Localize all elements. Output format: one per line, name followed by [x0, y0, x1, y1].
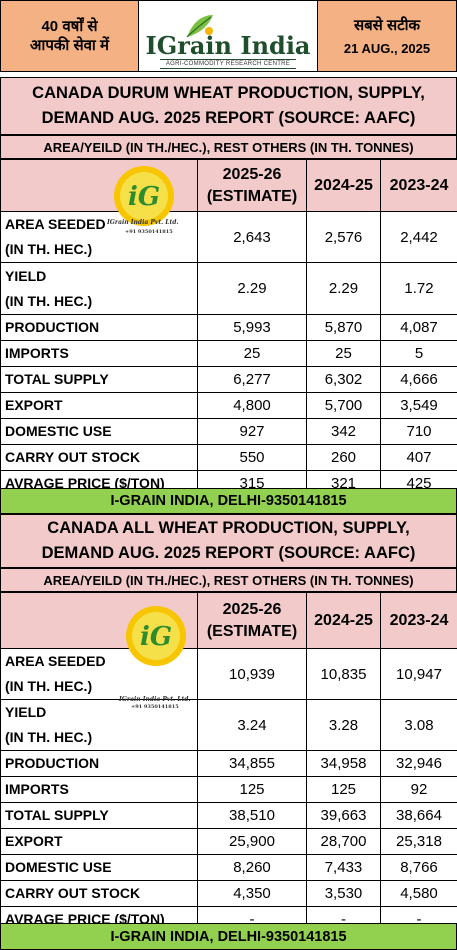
table1-logo-cell: iG: [0, 159, 198, 226]
table-row: AREA SEEDED (IN TH. HEC.) IGrain India Pv…: [0, 648, 457, 710]
badge-company-name: IGrain India Pvt. Ltd.: [119, 696, 191, 703]
table-row: CARRY OUT STOCK 4,350 3,530 4,580: [0, 880, 457, 907]
header-tagline-right: सबसे सटीक 21 AUG., 2025: [317, 0, 457, 72]
table-row: IMPORTS 25 25 5: [0, 340, 457, 367]
table2-data: iG 2025-26 (ESTIMATE) 2024-25 2023-24 ARE…: [0, 592, 457, 933]
svg-text:iG: iG: [140, 622, 172, 652]
accuracy-tag: सबसे सटीक: [353, 17, 421, 34]
table2-footer: I-GRAIN INDIA, DELHI-9350141815: [0, 923, 457, 950]
row-label: IMPORTS: [0, 340, 198, 367]
row-label: IMPORTS: [0, 776, 198, 803]
table-row: EXPORT 4,800 5,700 3,549: [0, 392, 457, 419]
row-label: AREA SEEDED (IN TH. HEC.) IGrain India Pv…: [0, 211, 198, 263]
table-row: YIELD (IN TH. HEC.) 3.24 3.28 3.08: [0, 699, 457, 751]
grain-leaf-icon: [186, 15, 213, 38]
row-label: EXPORT: [0, 392, 198, 419]
table-row: AREA SEEDED (IN TH. HEC.) IGrain India Pv…: [0, 211, 457, 263]
tagline-line2: आपकी सेवा में: [30, 37, 109, 54]
row-label: AREA SEEDED (IN TH. HEC.) IGrain India Pv…: [0, 648, 198, 710]
row-label: TOTAL SUPPLY: [0, 802, 198, 829]
table-row: CARRY OUT STOCK 550 260 407: [0, 444, 457, 471]
table2-units: AREA/YEILD (IN TH./HEC.), REST OTHERS (I…: [0, 568, 457, 592]
table2-col-2023-24: 2023-24: [380, 592, 457, 649]
table1-col-2024-25: 2024-25: [306, 159, 381, 212]
table1-units: AREA/YEILD (IN TH./HEC.), REST OTHERS (I…: [0, 135, 457, 159]
badge-phone: +91 9350141815: [125, 229, 173, 235]
table-row: DOMESTIC USE 927 342 710: [0, 418, 457, 445]
row-label: CARRY OUT STOCK: [0, 880, 198, 907]
table2-header-row: iG 2025-26 (ESTIMATE) 2024-25 2023-24: [0, 592, 457, 666]
table1-title: CANADA DURUM WHEAT PRODUCTION, SUPPLY, D…: [0, 77, 457, 135]
row-label: DOMESTIC USE: [0, 418, 198, 445]
row-label: YIELD (IN TH. HEC.): [0, 699, 198, 751]
row-label: TOTAL SUPPLY: [0, 366, 198, 393]
logo-subtitle: AGRI-COMMODITY RESEARCH CENTRE: [139, 59, 317, 69]
table-row: EXPORT 25,900 28,700 25,318: [0, 828, 457, 855]
table1-col-2023-24: 2023-24: [380, 159, 457, 212]
row-label: YIELD (IN TH. HEC.): [0, 262, 198, 315]
row-label: PRODUCTION: [0, 314, 198, 341]
table-row: IMPORTS 125 125 92: [0, 776, 457, 803]
row-label: EXPORT: [0, 828, 198, 855]
header-tagline-left: 40 वर्षों से आपकी सेवा में: [0, 0, 139, 72]
row-label: DOMESTIC USE: [0, 854, 198, 881]
table-row: TOTAL SUPPLY 38,510 39,663 38,664: [0, 802, 457, 829]
table1-header-row: iG 2025-26 (ESTIMATE) 2024-25 2023-24: [0, 159, 457, 226]
table-row: TOTAL SUPPLY 6,277 6,302 4,666: [0, 366, 457, 393]
svg-text:iG: iG: [128, 182, 160, 212]
tagline-line1: 40 वर्षों से: [41, 18, 98, 35]
table2-col-2024-25: 2024-25: [306, 592, 381, 649]
table-row: YIELD (IN TH. HEC.) 2.29 2.29 1.72: [0, 262, 457, 315]
table2-logo-cell: iG: [0, 592, 198, 666]
badge-phone: +91 9350141815: [131, 704, 179, 710]
table1-col-2025-26: 2025-26 (ESTIMATE): [197, 159, 307, 212]
table1-footer: I-GRAIN INDIA, DELHI-9350141815: [0, 488, 457, 514]
row-label: PRODUCTION: [0, 750, 198, 777]
table2-col-2025-26: 2025-26 (ESTIMATE): [197, 592, 307, 649]
report-date: 21 AUG., 2025: [343, 41, 431, 56]
table-row: PRODUCTION 5,993 5,870 4,087: [0, 314, 457, 341]
table-row: DOMESTIC USE 8,260 7,433 8,766: [0, 854, 457, 881]
table1-data: iG 2025-26 (ESTIMATE) 2024-25 2023-24 ARE…: [0, 159, 457, 497]
brand-logo: IGrain India AGRI-COMMODITY RESEARCH CEN…: [139, 0, 317, 72]
row-label: CARRY OUT STOCK: [0, 444, 198, 471]
table-row: PRODUCTION 34,855 34,958 32,946: [0, 750, 457, 777]
logo-text: IGrain India: [145, 31, 311, 60]
table2-title: CANADA ALL WHEAT PRODUCTION, SUPPLY, DEM…: [0, 514, 457, 568]
badge-company-name: IGrain India Pvt. Ltd.: [107, 219, 179, 226]
